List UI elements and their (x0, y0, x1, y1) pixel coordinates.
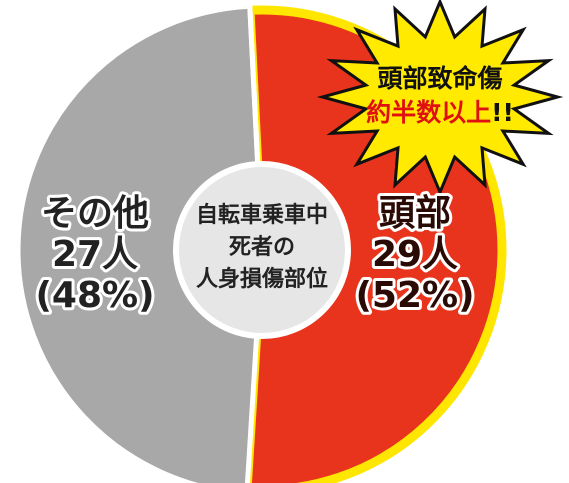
center-label: 自転車乗車中 (196, 202, 328, 228)
category-label: 頭部 (379, 193, 451, 234)
annotation: 約半数以上!! (366, 98, 514, 127)
value-label: 29人 (372, 234, 458, 275)
center-label: 死者の (229, 235, 295, 260)
center-label: 人身損傷部位 (196, 266, 328, 292)
center-disc (173, 161, 351, 339)
annotation-suffix: !! (491, 98, 514, 127)
category-label: その他 (41, 193, 149, 234)
pie-slice (15, 3, 265, 483)
starburst (316, 0, 564, 197)
percent-label: (48%) (35, 275, 154, 316)
percent-label: (52%) (355, 275, 474, 316)
annotation-emphasis: 約半数以上 (366, 98, 491, 127)
annotation: 頭部致命傷 (377, 64, 502, 93)
value-label: 27人 (52, 234, 138, 275)
